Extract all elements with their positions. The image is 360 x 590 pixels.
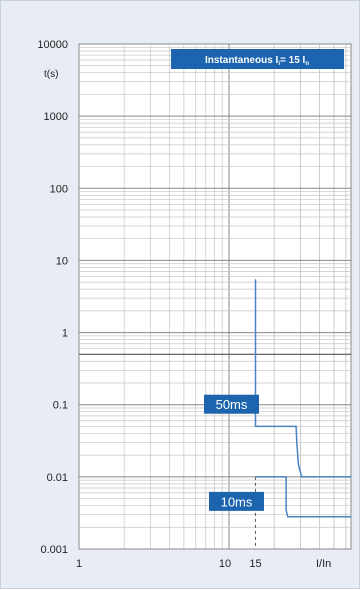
series-labels: 50ms 10ms <box>204 394 264 511</box>
x-tick-label: 1 <box>76 558 82 570</box>
annotation-box: Instantaneous Ii= 15 In <box>171 49 344 69</box>
y-tick-label: 0.01 <box>47 472 68 484</box>
series-lines <box>254 279 351 549</box>
series-label-box <box>204 394 259 414</box>
series-label-50ms: 50ms <box>216 397 248 412</box>
x-axis-label: I/In <box>316 558 331 570</box>
y-tick-label: 1 <box>62 328 68 340</box>
y-tick-label: 1000 <box>44 111 68 123</box>
annotation-sub-i: i <box>278 61 280 67</box>
annotation-text: Instantaneous I <box>205 55 279 66</box>
y-tick-label: 0.1 <box>53 400 68 412</box>
grid <box>78 44 351 550</box>
y-tick-label: 0.001 <box>40 544 68 556</box>
y-axis-label: t(s) <box>44 69 58 80</box>
annotation-rest: = 15 I <box>280 55 306 66</box>
series-line-50ms <box>254 279 351 478</box>
annotation-sub-n: n <box>305 61 309 67</box>
y-tick-label: 10 <box>56 255 68 267</box>
x-tick-label: 10 <box>219 558 231 570</box>
series-line-10ms <box>255 476 351 518</box>
y-tick-label: 100 <box>50 183 68 195</box>
y-tick-labels: 10000 1000 100 10 1 0.1 0.01 0.001 <box>37 39 68 556</box>
series-label-10ms: 10ms <box>221 494 253 509</box>
svg-text:Instantaneous Ii= 15 In: Instantaneous Ii= 15 In <box>205 55 309 67</box>
x-tick-label: 15 <box>249 558 261 570</box>
y-tick-label: 10000 <box>37 39 68 51</box>
series-label-box <box>209 491 264 511</box>
x-tick-labels: 1 10 15 <box>76 558 262 570</box>
